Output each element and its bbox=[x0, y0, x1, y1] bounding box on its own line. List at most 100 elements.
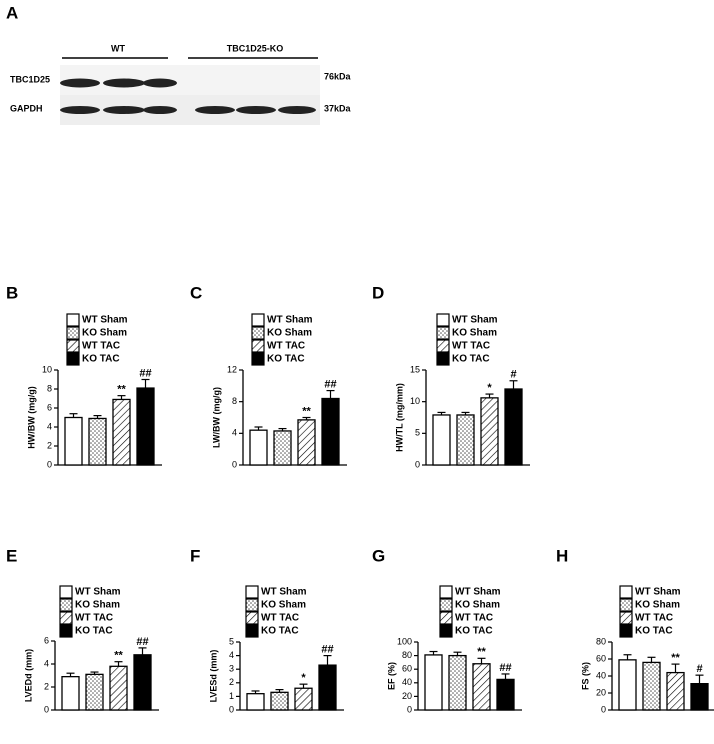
legend-swatch bbox=[619, 598, 633, 612]
legend-label: WT Sham bbox=[267, 315, 313, 326]
bar bbox=[318, 664, 337, 711]
y-axis-label: HW/TL (mg/mm) bbox=[394, 383, 404, 452]
legend-swatch bbox=[251, 352, 265, 366]
y-axis-label: LW/BW (mg/g) bbox=[211, 387, 221, 448]
y-tick-label: 3 bbox=[229, 664, 234, 674]
legend-label: KO TAC bbox=[455, 626, 493, 637]
legend-label: WT Sham bbox=[82, 315, 128, 326]
legend-label: WT TAC bbox=[635, 613, 673, 624]
y-tick-label: 4 bbox=[229, 650, 234, 660]
panel-letter: G bbox=[372, 546, 385, 565]
group-label: TBC1D25-KO bbox=[227, 43, 284, 53]
legend-swatch bbox=[619, 611, 633, 625]
row-label: TBC1D25 bbox=[10, 74, 50, 84]
y-tick-label: 4 bbox=[47, 421, 52, 431]
legend-label: WT Sham bbox=[452, 315, 498, 326]
legend-label: KO TAC bbox=[267, 354, 305, 365]
legend-label: KO TAC bbox=[75, 626, 113, 637]
blot-row bbox=[60, 65, 320, 95]
bar bbox=[642, 661, 661, 711]
legend-label: WT Sham bbox=[75, 587, 121, 598]
bar bbox=[504, 388, 523, 466]
bar bbox=[456, 414, 475, 466]
legend-label: KO Sham bbox=[82, 328, 127, 339]
significance: ** bbox=[477, 646, 486, 658]
y-tick-label: 60 bbox=[402, 664, 412, 674]
significance: ## bbox=[136, 636, 148, 648]
y-tick-label: 5 bbox=[229, 636, 234, 646]
legend-swatch bbox=[436, 339, 450, 353]
bar bbox=[432, 414, 451, 466]
panel-letter: C bbox=[190, 283, 202, 302]
legend-label: WT TAC bbox=[267, 341, 305, 352]
legend-label: KO Sham bbox=[261, 600, 306, 611]
legend-swatch bbox=[251, 313, 265, 327]
panel-letter: D bbox=[372, 283, 384, 302]
bar bbox=[270, 691, 289, 711]
y-tick-label: 10 bbox=[42, 364, 52, 374]
legend-swatch bbox=[59, 585, 73, 599]
legend-label: KO Sham bbox=[267, 328, 312, 339]
y-tick-label: 40 bbox=[402, 677, 412, 687]
legend-swatch bbox=[436, 313, 450, 327]
y-axis-label: LVEDd (mm) bbox=[23, 649, 33, 702]
bar bbox=[273, 430, 292, 466]
y-tick-label: 40 bbox=[596, 670, 606, 680]
y-tick-label: 0 bbox=[415, 459, 420, 469]
legend-label: WT TAC bbox=[82, 341, 120, 352]
legend-swatch bbox=[439, 611, 453, 625]
panel-letter: H bbox=[556, 546, 568, 565]
bar bbox=[61, 676, 80, 711]
legend-swatch bbox=[66, 313, 80, 327]
y-tick-label: 2 bbox=[47, 440, 52, 450]
bar bbox=[448, 654, 467, 711]
bar bbox=[133, 654, 152, 711]
bar bbox=[690, 683, 709, 711]
bar bbox=[85, 673, 104, 711]
bar bbox=[246, 693, 265, 711]
significance: # bbox=[696, 663, 702, 675]
legend-label: WT TAC bbox=[75, 613, 113, 624]
y-tick-label: 0 bbox=[229, 704, 234, 714]
legend-swatch bbox=[66, 326, 80, 340]
y-tick-label: 12 bbox=[227, 364, 237, 374]
legend-swatch bbox=[245, 598, 259, 612]
significance: * bbox=[487, 382, 492, 394]
bar bbox=[136, 387, 155, 466]
legend-swatch bbox=[245, 585, 259, 599]
y-axis-label: EF (%) bbox=[386, 662, 396, 690]
y-tick-label: 8 bbox=[232, 396, 237, 406]
y-tick-label: 2 bbox=[229, 677, 234, 687]
bar bbox=[472, 663, 491, 711]
y-tick-label: 8 bbox=[47, 383, 52, 393]
legend-label: WT Sham bbox=[261, 587, 307, 598]
bar bbox=[109, 665, 128, 711]
bar bbox=[321, 397, 340, 466]
y-tick-label: 5 bbox=[415, 428, 420, 438]
bar bbox=[88, 417, 107, 466]
bar bbox=[112, 398, 131, 466]
y-tick-label: 10 bbox=[410, 396, 420, 406]
bar bbox=[424, 654, 443, 711]
y-tick-label: 6 bbox=[47, 402, 52, 412]
y-tick-label: 20 bbox=[402, 691, 412, 701]
y-tick-label: 80 bbox=[596, 636, 606, 646]
legend-label: WT Sham bbox=[635, 587, 681, 598]
bar bbox=[64, 416, 83, 466]
legend-swatch bbox=[66, 352, 80, 366]
legend-label: WT TAC bbox=[452, 341, 490, 352]
significance: # bbox=[510, 369, 516, 381]
legend-label: WT TAC bbox=[261, 613, 299, 624]
legend-swatch bbox=[245, 611, 259, 625]
y-tick-label: 80 bbox=[402, 650, 412, 660]
row-label: GAPDH bbox=[10, 103, 43, 113]
legend-label: WT Sham bbox=[455, 587, 501, 598]
significance: ** bbox=[302, 405, 311, 417]
y-tick-label: 0 bbox=[601, 704, 606, 714]
y-tick-label: 20 bbox=[596, 687, 606, 697]
legend-label: KO Sham bbox=[75, 600, 120, 611]
legend-label: WT TAC bbox=[455, 613, 493, 624]
panel-letter: B bbox=[6, 283, 18, 302]
y-tick-label: 4 bbox=[232, 428, 237, 438]
